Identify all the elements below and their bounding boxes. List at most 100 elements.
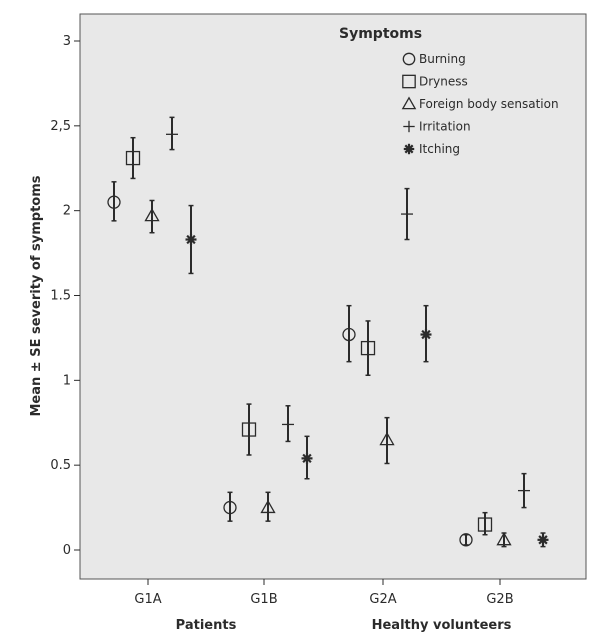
- plus-marker: [166, 128, 178, 141]
- marker-shape: [125, 150, 141, 166]
- marker-shape: [496, 532, 512, 546]
- triangle-marker: [496, 532, 512, 546]
- data-point: [518, 472, 530, 509]
- legend-label: Foreign body sensation: [419, 97, 559, 111]
- y-tick-label: 1: [63, 373, 71, 388]
- legend-title: Symptoms: [339, 26, 422, 42]
- y-tick-label: 0.5: [50, 458, 71, 473]
- marker-shape: [406, 146, 412, 152]
- series-burning: [107, 181, 473, 547]
- x-tick-label: G1A: [134, 592, 161, 607]
- legend-label: Itching: [419, 142, 460, 156]
- data-point: [379, 416, 395, 465]
- marker-shape: [260, 499, 276, 514]
- legend-item: Itching: [403, 142, 460, 156]
- group-labels: Patients Healthy volunteers: [176, 618, 512, 633]
- group-label: Patients: [176, 618, 237, 633]
- data-point: [144, 199, 160, 234]
- marker-shape: [144, 207, 160, 222]
- circle-marker: [342, 327, 356, 342]
- star-marker: [185, 234, 197, 246]
- data-point: [459, 533, 473, 547]
- data-marks: [107, 116, 549, 548]
- x-tick-label: G1B: [250, 592, 277, 607]
- plus-icon: [403, 120, 415, 133]
- x-tick-label: G2B: [486, 592, 513, 607]
- star-icon: [403, 143, 415, 155]
- data-point: [282, 405, 294, 443]
- square-icon: [402, 74, 416, 89]
- series-foreign-body-sensation: [144, 199, 512, 548]
- y-tick-label: 2: [63, 204, 71, 219]
- data-point: [496, 532, 512, 548]
- legend: Symptoms Burning Dryness Foreign body sens…: [339, 26, 559, 156]
- marker-shape: [241, 422, 257, 437]
- data-point: [342, 304, 356, 363]
- marker-shape: [188, 237, 194, 242]
- marker-shape: [540, 537, 546, 543]
- legend-item: Dryness: [402, 74, 468, 89]
- series-irritation: [166, 116, 530, 509]
- data-point: [537, 532, 549, 548]
- legend-items: Burning Dryness Foreign body sensation Irri…: [401, 52, 559, 156]
- legend-item: Irritation: [403, 120, 471, 134]
- marker-shape: [360, 340, 376, 356]
- y-tick-label: 1.5: [50, 289, 71, 304]
- legend-item: Foreign body sensation: [401, 96, 559, 111]
- triangle-marker: [379, 431, 395, 446]
- data-point: [223, 491, 237, 522]
- y-tick-label: 2,5: [50, 119, 71, 134]
- square-marker: [241, 422, 257, 437]
- data-point: [241, 403, 257, 456]
- data-point: [477, 511, 493, 536]
- x-tick-label: G2A: [369, 592, 396, 607]
- marker-shape: [423, 332, 429, 337]
- square-marker: [360, 340, 376, 356]
- data-point: [185, 204, 197, 275]
- legend-label: Irritation: [419, 120, 471, 134]
- data-point: [260, 491, 276, 522]
- y-tick-label: 0: [63, 543, 71, 558]
- marker-shape: [379, 431, 395, 446]
- plus-marker: [401, 208, 413, 221]
- triangle-marker: [144, 207, 160, 222]
- data-point: [301, 435, 313, 480]
- legend-label: Burning: [419, 52, 466, 66]
- data-point: [166, 116, 178, 151]
- triangle-marker: [260, 499, 276, 514]
- data-point: [401, 187, 413, 241]
- marker-shape: [402, 52, 416, 66]
- data-point: [420, 304, 432, 363]
- star-marker: [420, 329, 432, 341]
- series-dryness: [125, 136, 493, 536]
- circle-marker: [107, 195, 121, 209]
- data-point: [125, 136, 141, 180]
- series-itching: [185, 204, 549, 548]
- circle-icon: [402, 52, 416, 66]
- marker-shape: [342, 327, 356, 342]
- circle-marker: [459, 533, 473, 547]
- star-marker: [301, 452, 313, 464]
- y-tick-label: 3: [63, 34, 71, 49]
- circle-marker: [223, 500, 237, 515]
- marker-shape: [459, 533, 473, 547]
- legend-label: Dryness: [419, 75, 468, 89]
- marker-shape: [477, 517, 493, 532]
- legend-item: Burning: [402, 52, 466, 66]
- star-marker: [537, 534, 549, 546]
- y-axis-title: Mean ± SE severity of symptoms: [29, 175, 44, 416]
- data-point: [107, 181, 121, 222]
- marker-shape: [107, 195, 121, 209]
- plot-area: [79, 13, 587, 580]
- marker-shape: [401, 96, 417, 110]
- triangle-icon: [401, 96, 417, 110]
- square-marker: [125, 150, 141, 166]
- plus-marker: [282, 418, 294, 431]
- marker-shape: [402, 74, 416, 89]
- y-axis: 0 0.5 1 1.5 2 2,5 3: [50, 34, 80, 558]
- group-label: Healthy volunteers: [372, 618, 512, 633]
- marker-shape: [223, 500, 237, 515]
- marker-shape: [304, 456, 310, 461]
- square-marker: [477, 517, 493, 532]
